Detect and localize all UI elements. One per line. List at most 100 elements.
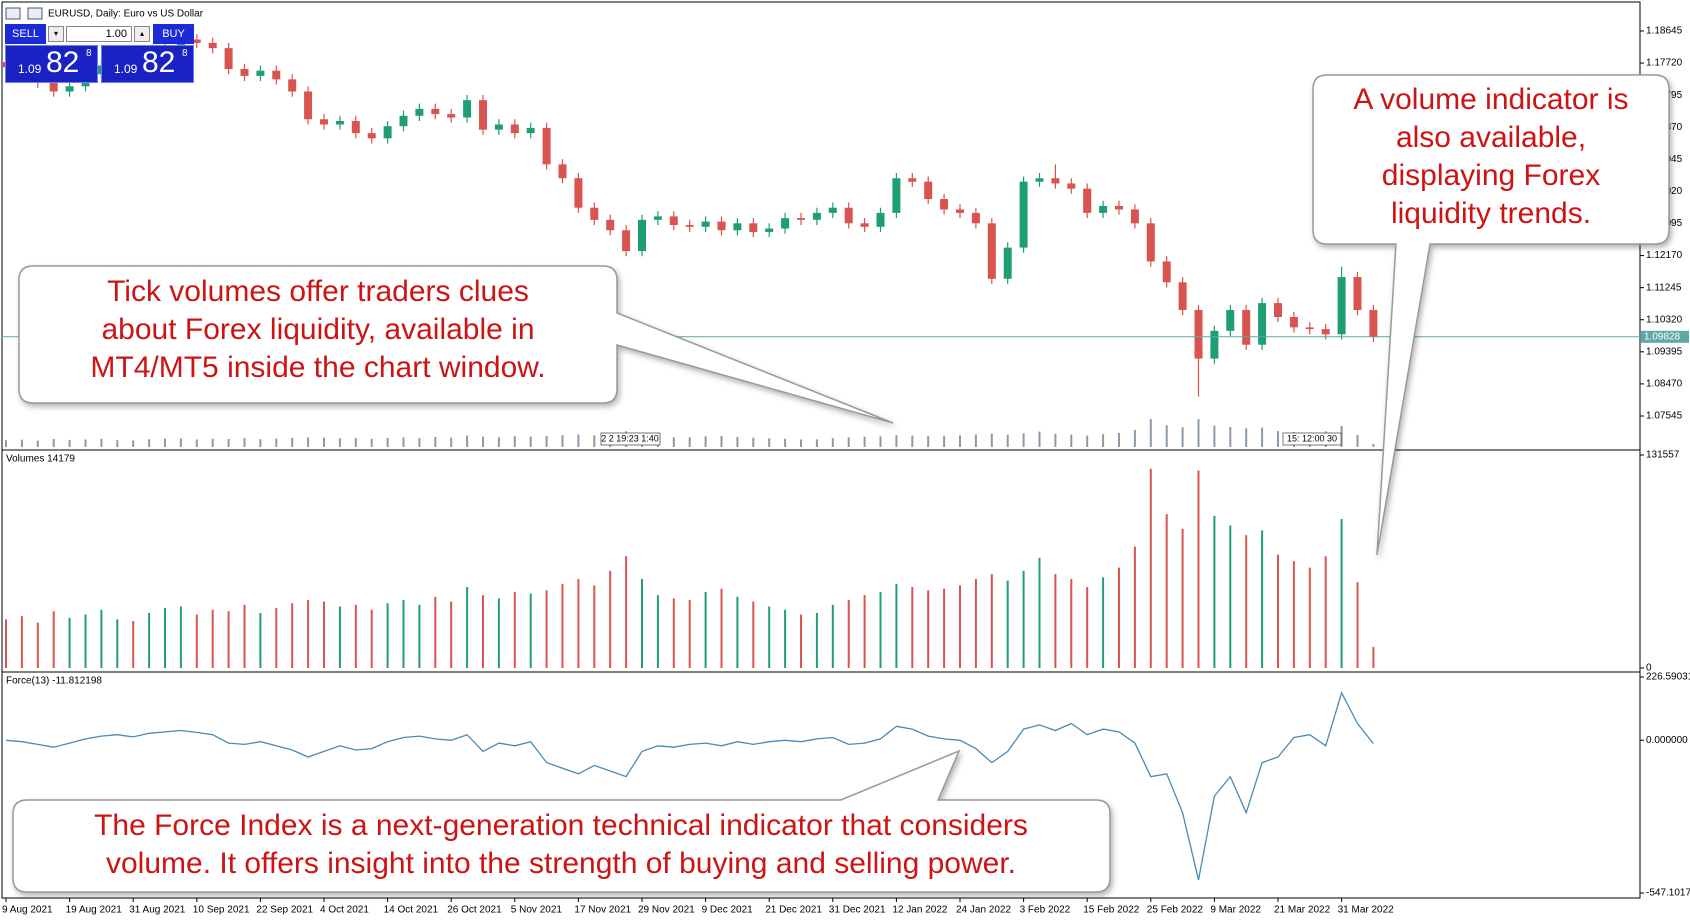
candle-body (1369, 310, 1378, 337)
tick-volume-bar (68, 439, 71, 447)
volume-bar (211, 609, 214, 668)
volume-bar (243, 604, 246, 668)
tick-volume-bar (561, 435, 564, 447)
y-tick-label: 131557 (1646, 450, 1680, 461)
candle-body (526, 127, 535, 134)
bid-pips: 82 (46, 46, 80, 79)
y-tick-label: 1.10320 (1646, 314, 1683, 325)
bid-quote[interactable]: 1.09 82 8 (5, 45, 98, 83)
tick-volume-bar (847, 437, 850, 447)
volume-bar (1133, 546, 1136, 668)
tick-volume-bar (1133, 429, 1136, 447)
tick-volume-bar (513, 436, 516, 447)
volume-bar (227, 611, 230, 668)
tick-volume-bar (434, 436, 437, 447)
volume-bar (1118, 567, 1120, 668)
x-tick-label: 19 Aug 2021 (66, 905, 123, 916)
volume-bar (1165, 514, 1168, 668)
candle-body (653, 216, 662, 220)
tick-volume-bar (307, 437, 310, 447)
volume-bar (338, 606, 341, 668)
candle-body (860, 223, 869, 227)
buy-button[interactable]: BUY (153, 24, 194, 44)
volume-bar (1356, 582, 1359, 668)
volume-bar (959, 585, 961, 668)
tick-volume-bar (1054, 433, 1057, 447)
candle-body (1019, 181, 1028, 248)
candle-body (1051, 178, 1060, 184)
tick-volume-bar (1118, 432, 1120, 447)
volume-bar (641, 578, 643, 668)
candle-body (288, 79, 297, 92)
volume-bar (100, 609, 103, 668)
tick-volume-bar (1277, 431, 1279, 447)
candle-body (622, 230, 631, 252)
x-tick-label: 10 Sep 2021 (193, 905, 250, 916)
volume-bar (1245, 535, 1248, 668)
volume-bar (52, 611, 55, 668)
lot-up[interactable]: ▴ (134, 26, 150, 42)
tick-volume-bar (418, 438, 421, 447)
volume-bar (752, 601, 755, 668)
menu-icon[interactable] (5, 7, 21, 20)
tick-volume-bar (895, 435, 898, 447)
candle-body (208, 42, 217, 49)
window-title: EURUSD, Daily: Euro vs US Dollar (48, 9, 204, 20)
candle-body (1242, 310, 1251, 345)
candle-body (1162, 261, 1171, 283)
tick-volume-bar (545, 436, 548, 447)
volume-bar (1372, 646, 1375, 668)
x-tick-label: 29 Nov 2021 (638, 905, 695, 916)
tick-volume-bar (990, 433, 993, 447)
tick-volume-bar (1197, 419, 1200, 447)
tick-volume-bar (1229, 426, 1232, 447)
candle-body (463, 100, 472, 118)
tick-volume-bar (911, 435, 914, 447)
candle-body (765, 228, 774, 232)
volume-bar (5, 619, 7, 668)
tick-volume-bar (1038, 431, 1041, 447)
x-tick-label: 15 Feb 2022 (1083, 905, 1140, 916)
volume-bar (831, 604, 834, 668)
chart-icon[interactable] (27, 7, 43, 20)
tick-volume-bar (1070, 434, 1073, 447)
volume-bar (132, 621, 135, 668)
tick-volume-bar (148, 439, 151, 447)
candle-body (510, 124, 519, 134)
ask-pips: 82 (142, 46, 176, 79)
callout-bubble (12, 749, 1111, 893)
callout-text: Tick volumes offer traders clues (107, 275, 529, 308)
tick-volume-bar (704, 436, 707, 447)
x-tick-label: 9 Dec 2021 (702, 905, 754, 916)
candle-body (669, 216, 678, 226)
tick-volume-bar (593, 435, 596, 447)
tick-volume-bar (52, 439, 55, 447)
tick-volume-bar (1372, 444, 1375, 447)
y-tick-label: 226.590316 (1646, 672, 1690, 683)
candle-body (987, 223, 996, 279)
y-tick-label: 1.11245 (1646, 282, 1682, 293)
tick-volume-bar (243, 438, 246, 447)
volume-bar (1292, 561, 1295, 668)
tick-volume-bar (482, 436, 484, 447)
candle-body (1035, 178, 1044, 182)
volume-bar (307, 599, 310, 668)
tick-volume-bar (100, 438, 103, 447)
lot-down[interactable]: ▾ (48, 26, 64, 42)
candle-body (606, 219, 615, 231)
tick-volume-bar (291, 437, 294, 447)
x-tick-label: 31 Dec 2021 (829, 905, 886, 916)
candle-body (399, 115, 408, 127)
volume-bar (1229, 525, 1232, 668)
volume-bar (609, 570, 612, 668)
force-pane (1, 671, 1641, 899)
volume-bar (815, 612, 818, 668)
ask-quote[interactable]: 1.09 82 8 (101, 45, 194, 83)
tick-volume-bar (20, 439, 23, 447)
lot-input[interactable]: 1.00 (66, 26, 132, 42)
candle-body (1305, 327, 1314, 330)
sell-button[interactable]: SELL (5, 24, 46, 44)
volume-bar (1324, 556, 1327, 668)
bid-prefix: 1.09 (18, 62, 42, 76)
candle-body (224, 48, 233, 69)
